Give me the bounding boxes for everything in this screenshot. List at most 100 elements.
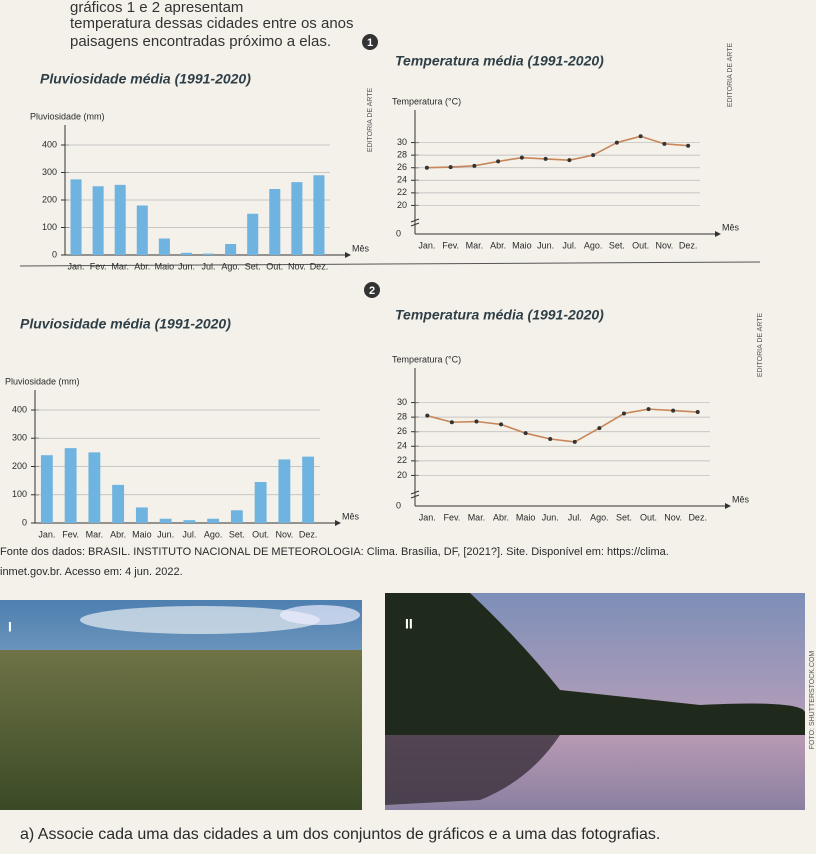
x-tick-label: Jul.: [562, 240, 576, 250]
y-tick-label: 28: [397, 412, 407, 422]
x-tick-label: Jul.: [568, 512, 582, 522]
x-tick-label: Set.: [609, 240, 625, 250]
point: [425, 413, 430, 418]
bar: [291, 182, 303, 255]
x-tick-label: Set.: [616, 512, 632, 522]
x-tick-label: Maio: [512, 240, 532, 250]
point: [638, 134, 643, 139]
bar: [254, 482, 267, 523]
x-tick-label: Jan.: [419, 512, 436, 522]
bar: [278, 459, 291, 523]
point: [572, 439, 577, 444]
x-tick-label: Fev.: [443, 512, 460, 522]
x-tick-label: Nov.: [655, 240, 673, 250]
x-tick-label: Out.: [266, 261, 283, 271]
y-tick-label: 26: [397, 426, 407, 436]
bar: [207, 518, 220, 523]
point: [496, 159, 501, 164]
point: [621, 411, 626, 416]
x-tick-label: Mar.: [111, 261, 129, 271]
y-tick-label: 20: [397, 470, 407, 480]
x-tick-label: Mar.: [468, 512, 486, 522]
bar: [230, 510, 243, 523]
x-tick-label: Out.: [640, 512, 657, 522]
y-tick-label: 300: [42, 167, 57, 177]
chart-title: Pluviosidade média (1991-2020): [20, 316, 231, 332]
point: [662, 141, 667, 146]
y-tick-label: 300: [12, 433, 27, 443]
x-tick-label: Jul.: [202, 261, 216, 271]
x-tick-label: Abr.: [490, 240, 506, 250]
y-tick-label: 22: [397, 187, 407, 197]
x-tick-label: Ago.: [590, 512, 609, 522]
bar: [114, 184, 126, 255]
y-tick-label: 24: [397, 441, 407, 451]
point: [646, 407, 651, 412]
bar: [313, 175, 325, 255]
y-axis-label: Pluviosidade (mm): [30, 111, 105, 121]
y-tick-label: 22: [397, 455, 407, 465]
x-tick-label: Mar.: [466, 240, 484, 250]
trees: [385, 593, 805, 740]
x-tick-label: Abr.: [493, 512, 509, 522]
y-axis-label: Temperatura (°C): [392, 354, 461, 364]
x-tick-label: Jun.: [157, 529, 174, 539]
x-tick-label: Out.: [632, 240, 649, 250]
axis-break: [410, 218, 420, 227]
x-axis-label: Mês: [342, 511, 360, 521]
source: inmet.gov.br. Acesso em: 4 jun. 2022.: [0, 566, 183, 578]
x-tick-label: Dez.: [310, 261, 329, 271]
y-tick-label: 24: [397, 175, 407, 185]
set-number: 2: [369, 285, 375, 297]
y-tick-label: 30: [397, 137, 407, 147]
bar: [302, 456, 315, 523]
point: [448, 165, 453, 170]
y-tick-label: 200: [42, 194, 57, 204]
question: a) Associe cada uma das cidades a um dos…: [20, 826, 660, 843]
point: [597, 426, 602, 431]
photo: II FOTO: SHUTTERSTOCK.COM: [385, 593, 816, 810]
x-tick-label: Maio: [132, 529, 152, 539]
x-tick-label: Jun.: [537, 240, 554, 250]
bar: [203, 253, 215, 255]
x-tick-label: Mar.: [86, 529, 104, 539]
point: [499, 422, 504, 427]
bar: [40, 455, 53, 523]
x-axis-label: Mês: [722, 222, 740, 232]
x-tick-label: Ago.: [221, 261, 240, 271]
line: [426, 135, 689, 169]
axis-arrow: [345, 252, 351, 258]
reflection: [385, 735, 560, 805]
credit: EDITORIA DE ARTE: [727, 43, 734, 108]
axis-arrow: [715, 231, 721, 237]
x-tick-label: Jan.: [68, 261, 85, 271]
y-tick-label: 20: [397, 200, 407, 210]
credit: EDITORIA DE ARTE: [757, 313, 764, 378]
bar: [70, 179, 82, 255]
intro-line: paisagens encontradas próximo a elas.: [70, 33, 331, 50]
x-tick-label: Nov.: [664, 512, 682, 522]
point: [614, 140, 619, 145]
photo: I: [0, 600, 362, 810]
point: [424, 165, 429, 170]
y-axis-label: Pluviosidade (mm): [5, 376, 80, 386]
chart-title: Temperatura média (1991-2020): [395, 307, 604, 323]
source: Fonte dos dados: BRASIL. INSTITUTO NACIO…: [0, 546, 669, 558]
x-tick-label: Jul.: [182, 529, 196, 539]
y-tick-label: 30: [397, 397, 407, 407]
bar: [112, 484, 125, 523]
bar: [269, 189, 281, 255]
y-tick-label: 28: [397, 150, 407, 160]
x-tick-label: Jan.: [38, 529, 55, 539]
bar: [64, 448, 77, 523]
x-tick-label: Nov.: [288, 261, 306, 271]
point: [449, 420, 454, 425]
y-axis-label: Temperatura (°C): [392, 96, 461, 106]
point: [548, 437, 553, 441]
intro-line: temperatura dessas cidades entre os anos: [70, 15, 354, 32]
point: [474, 419, 479, 424]
x-axis-label: Mês: [352, 243, 370, 253]
chart-title: Pluviosidade média (1991-2020): [40, 71, 251, 87]
cloud: [280, 605, 360, 625]
